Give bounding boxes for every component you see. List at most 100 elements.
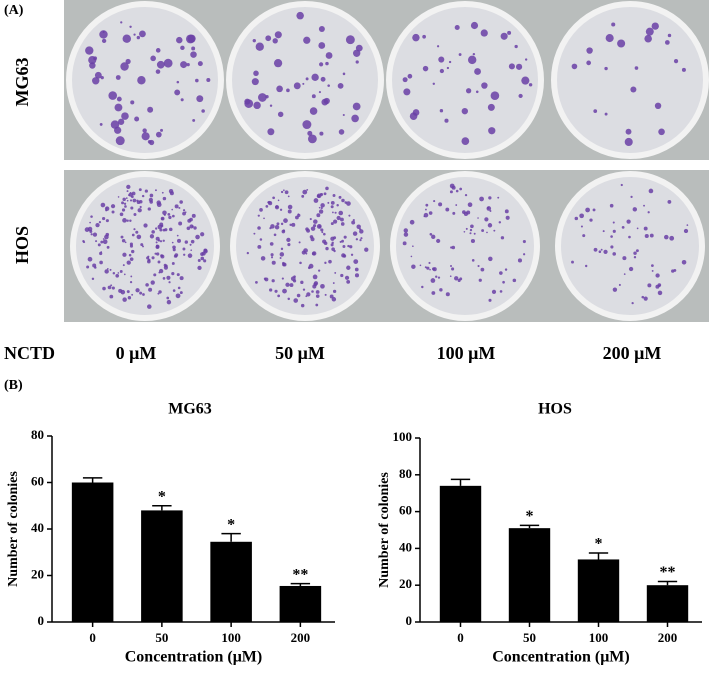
colony xyxy=(654,102,662,110)
colony xyxy=(306,188,309,191)
colony xyxy=(628,235,631,239)
colony xyxy=(187,253,193,258)
colony xyxy=(191,46,196,51)
colony xyxy=(102,238,105,240)
colony xyxy=(432,82,435,85)
colony xyxy=(353,259,359,265)
bar xyxy=(71,482,114,622)
colony xyxy=(323,241,328,246)
colony xyxy=(270,256,274,259)
colony xyxy=(302,82,305,85)
colony xyxy=(429,268,431,271)
colony xyxy=(98,221,102,224)
colony xyxy=(129,199,133,202)
colony xyxy=(500,32,508,40)
colony xyxy=(128,253,132,257)
colony xyxy=(145,283,149,287)
colony xyxy=(125,197,128,200)
colony xyxy=(137,76,146,85)
colony xyxy=(274,224,280,230)
colony xyxy=(585,207,590,213)
colony xyxy=(470,224,474,229)
colony xyxy=(251,78,259,86)
colony xyxy=(523,253,526,256)
bar xyxy=(210,541,252,622)
error-bar xyxy=(657,580,678,586)
colony xyxy=(626,219,631,224)
colony xyxy=(327,201,330,204)
colony xyxy=(403,228,409,233)
colony xyxy=(625,128,632,135)
colony xyxy=(108,91,118,100)
colony xyxy=(300,303,305,308)
colony xyxy=(320,76,326,82)
colony xyxy=(341,198,345,203)
colony xyxy=(90,233,93,236)
colony xyxy=(470,21,479,30)
y-tick-label: 60 xyxy=(31,473,44,488)
colony xyxy=(174,89,181,96)
colony xyxy=(155,189,157,192)
colony xyxy=(144,189,148,193)
colony xyxy=(311,94,316,99)
colony xyxy=(320,283,325,289)
colony xyxy=(146,256,150,260)
colony xyxy=(160,216,165,221)
colony xyxy=(162,210,167,215)
y-tick-label: 0 xyxy=(406,613,413,628)
colony xyxy=(173,254,178,258)
colony xyxy=(206,78,211,83)
colony xyxy=(475,90,479,94)
colony xyxy=(157,260,161,264)
colony xyxy=(593,247,598,252)
colony xyxy=(437,276,441,279)
colony xyxy=(200,256,205,261)
colony xyxy=(478,278,482,282)
dose-label: 100 μM xyxy=(437,343,496,363)
colony xyxy=(190,249,193,252)
colony xyxy=(259,208,263,212)
colony xyxy=(312,284,317,289)
colony xyxy=(500,236,505,240)
colony xyxy=(133,213,137,217)
colony xyxy=(649,233,654,238)
colony xyxy=(618,283,621,286)
colony xyxy=(109,268,112,271)
colony xyxy=(267,128,275,136)
colony xyxy=(630,86,637,93)
colony xyxy=(140,243,144,247)
colony xyxy=(612,287,618,292)
colony xyxy=(156,200,161,205)
colony xyxy=(454,24,460,31)
colony xyxy=(438,202,443,207)
colony xyxy=(507,30,512,35)
colony xyxy=(289,223,292,227)
colony xyxy=(403,88,411,96)
colony xyxy=(342,113,345,117)
colony xyxy=(155,241,158,244)
colony xyxy=(465,227,468,230)
colony xyxy=(117,196,120,198)
colony xyxy=(643,296,648,301)
colony xyxy=(196,95,204,103)
colony xyxy=(147,304,152,309)
colony xyxy=(412,33,420,42)
colony xyxy=(255,281,258,284)
colony xyxy=(311,73,319,81)
colony xyxy=(285,282,290,287)
colony xyxy=(350,253,354,256)
colony xyxy=(593,109,598,113)
colony xyxy=(301,250,306,255)
colony xyxy=(667,200,672,204)
colony xyxy=(153,273,157,277)
colony xyxy=(488,256,493,262)
colony xyxy=(287,209,292,214)
colony xyxy=(115,273,120,278)
colony xyxy=(435,275,438,278)
colony xyxy=(133,228,136,231)
well xyxy=(390,171,540,321)
colony xyxy=(431,234,436,239)
colony xyxy=(359,229,364,234)
colony xyxy=(282,288,287,294)
colony xyxy=(647,283,652,288)
